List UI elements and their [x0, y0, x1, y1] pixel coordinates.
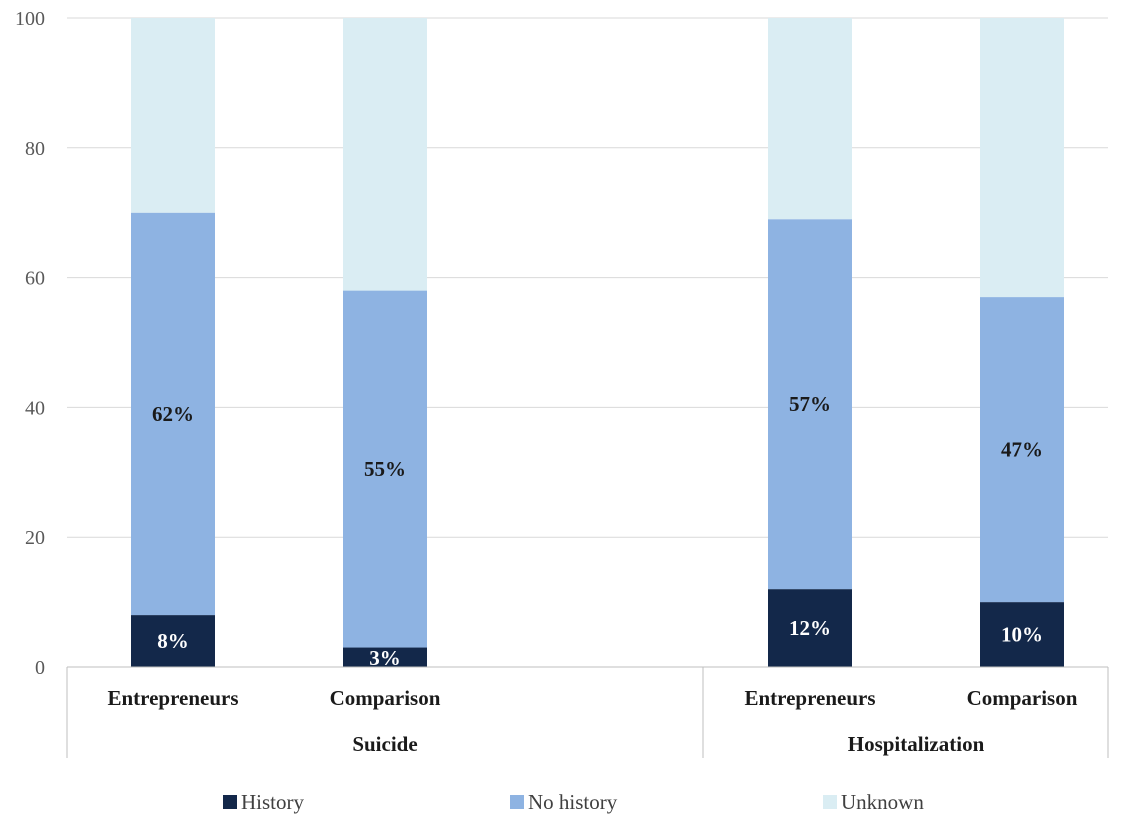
x-group-label: Suicide	[352, 732, 417, 756]
data-label: 10%	[1001, 623, 1043, 647]
bar-unknown	[768, 18, 852, 220]
y-tick-label: 20	[25, 527, 45, 549]
bars	[131, 18, 1064, 667]
bar-unknown	[980, 18, 1064, 298]
legend-label: History	[241, 790, 305, 814]
bar-history	[768, 589, 852, 667]
bar-history	[131, 615, 215, 667]
bar-unknown	[131, 18, 215, 213]
data-label: 8%	[157, 629, 189, 653]
bar-no-history	[980, 297, 1064, 603]
legend-swatch	[510, 795, 524, 809]
data-label: 3%	[369, 646, 401, 670]
x-category-label: Comparison	[330, 686, 441, 710]
legend-swatch	[823, 795, 837, 809]
x-category-label: Entrepreneurs	[744, 686, 875, 710]
data-label: 12%	[789, 616, 831, 640]
data-label: 47%	[1001, 438, 1043, 462]
data-label: 62%	[152, 402, 194, 426]
data-label: 57%	[789, 392, 831, 416]
gridlines	[67, 17, 1108, 538]
legend-swatch	[223, 795, 237, 809]
legend-label: Unknown	[841, 790, 924, 814]
x-axis: Entrepreneurs Comparison Entrepreneurs Comp…	[66, 666, 1109, 758]
legend: History No history Unknown	[223, 790, 924, 814]
data-label: 55%	[364, 457, 406, 481]
bar-no-history	[343, 290, 427, 648]
y-tick-label: 60	[25, 268, 45, 290]
data-labels: 8% 62% 3% 55% 12% 57% 10% 47%	[152, 392, 1043, 670]
y-tick-label: 0	[35, 657, 45, 679]
y-tick-label: 80	[25, 138, 45, 160]
bar-history	[980, 602, 1064, 667]
y-axis-ticks: 0 20 40 60 80 100	[15, 8, 45, 679]
y-tick-label: 100	[15, 8, 45, 30]
legend-label: No history	[528, 790, 618, 814]
x-group-label: Hospitalization	[848, 732, 985, 756]
bar-unknown	[343, 18, 427, 291]
bar-no-history	[768, 219, 852, 590]
bar-no-history	[131, 212, 215, 616]
x-category-label: Comparison	[967, 686, 1078, 710]
x-category-label: Entrepreneurs	[107, 686, 238, 710]
y-tick-label: 40	[25, 397, 45, 419]
bar-history	[343, 647, 427, 667]
